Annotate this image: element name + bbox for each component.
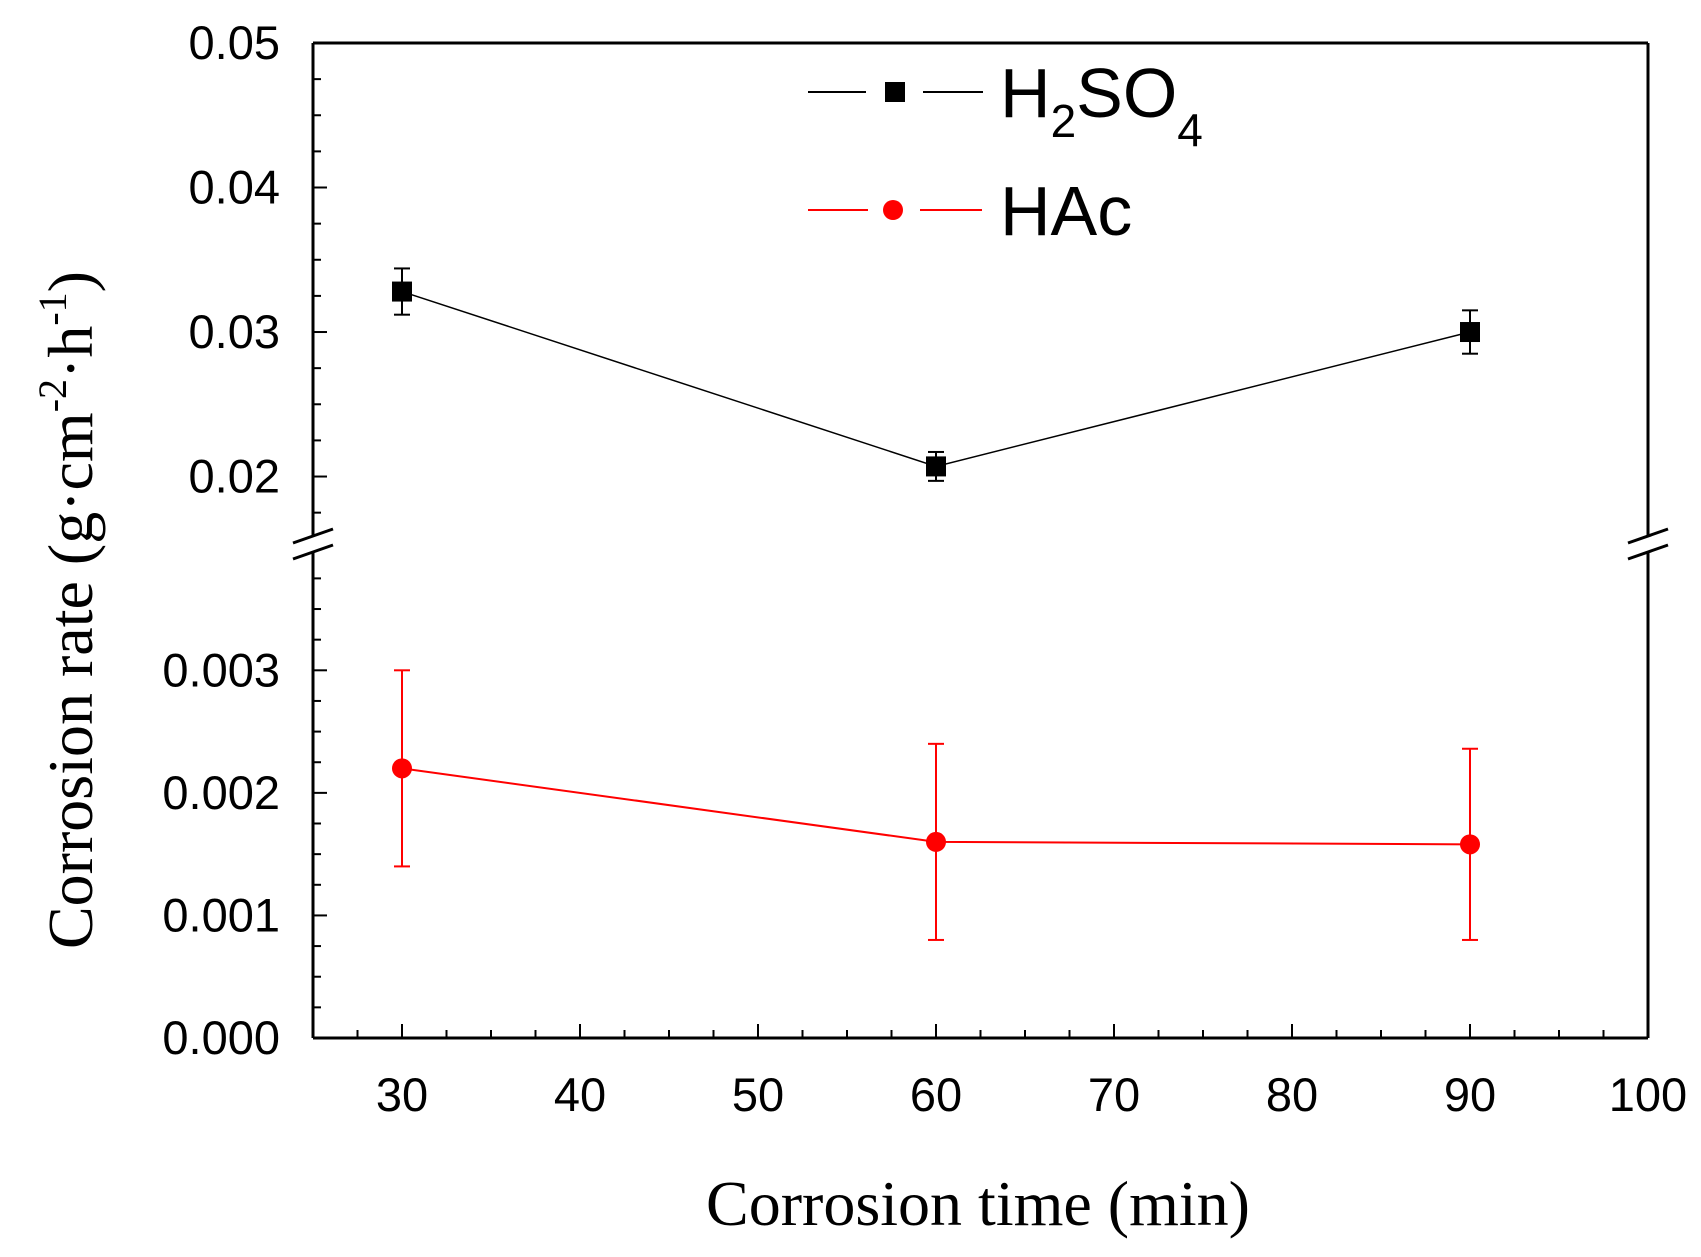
chart-axes [292,41,1669,1040]
y-axis-title-sup1: -2 [30,379,75,412]
x-tick-label: 100 [1609,1068,1687,1121]
y-upper-tick-label: 0.03 [189,305,280,358]
data-point-h2so4 [392,281,412,302]
legend-h2so4-marker [885,82,905,102]
series-line-h2so4 [401,290,1471,468]
legend-hac-marker [883,200,903,220]
y-axis-title-prefix: Corrosion rate (g·cm [35,412,106,949]
axis-break-left-1 [292,527,334,545]
legend-h2so4-sub2: 4 [1177,104,1203,156]
y-lower-tick-label: 0.003 [162,643,280,696]
legend-h2so4-label: H2SO4 [1000,54,1203,156]
y-axis-title: Corrosion rate (g·cm-2·h-1) [30,271,106,949]
legend-hac-label: HAc [1000,172,1132,250]
x-tick-label: 70 [1088,1068,1140,1121]
y-upper-tick-label: 0.05 [189,16,280,69]
axis-break-right-1 [1627,527,1669,545]
data-point-hac [1460,834,1480,855]
data-point-hac [392,758,412,779]
x-tick-label: 80 [1266,1068,1318,1121]
y-upper-tick-label: 0.02 [189,450,280,503]
x-tick-label: 40 [554,1068,606,1121]
axis-break-right-2 [1627,543,1669,561]
x-tick-label: 60 [910,1068,962,1121]
legend-h2so4-h: H [1000,54,1051,132]
data-point-h2so4 [926,456,946,477]
y-lower-tick-label: 0.000 [162,1011,280,1064]
x-tick-label: 30 [376,1068,428,1121]
y-axis-title-sup2: -1 [30,292,75,325]
axis-break-left-2 [292,543,334,561]
y-axis-title-mid: ·h [35,326,106,379]
legend: H2SO4 HAc [808,54,1203,250]
x-axis-title: Corrosion time (min) [706,1168,1250,1239]
chart-series [392,267,1480,941]
y-lower-tick-label: 0.001 [162,888,280,941]
chart-ticks: 30 40 50 60 70 80 90 100 0.02 0.03 0.04 0.05 0.000 0.… [162,16,1687,1121]
y-axis-title-suffix: ) [35,271,106,292]
legend-h2so4-sub1: 2 [1051,95,1077,147]
data-point-hac [926,831,946,852]
data-point-h2so4 [1460,322,1480,343]
legend-h2so4-so: SO [1076,54,1177,132]
x-tick-label: 90 [1444,1068,1496,1121]
y-lower-tick-label: 0.002 [162,766,280,819]
x-tick-label: 50 [732,1068,784,1121]
y-upper-tick-label: 0.04 [189,161,280,214]
